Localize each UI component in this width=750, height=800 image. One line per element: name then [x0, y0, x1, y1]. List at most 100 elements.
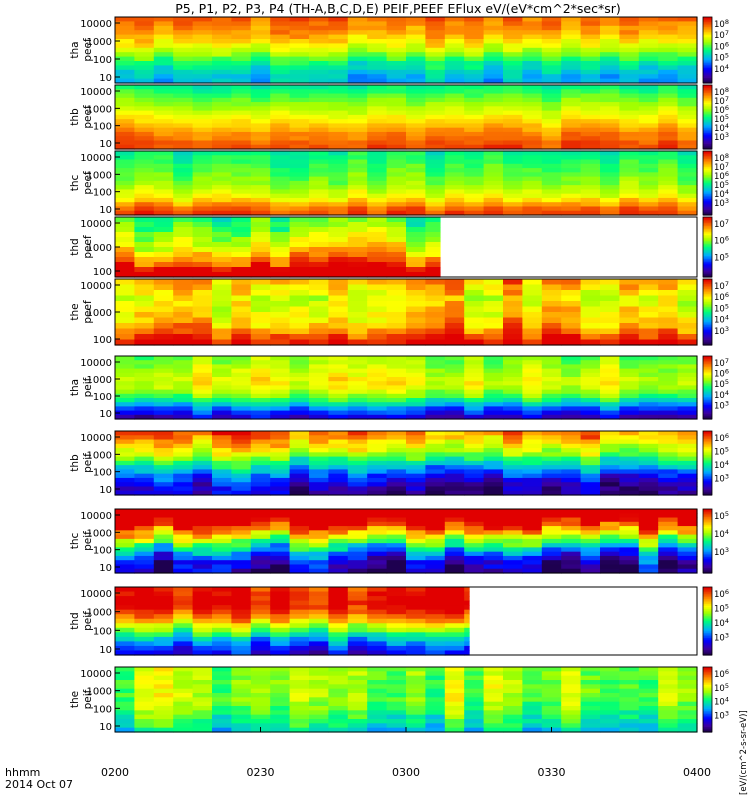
- spectrogram-cell: [677, 356, 698, 361]
- spectrogram-cell: [231, 714, 252, 720]
- spectrogram-cell: [406, 414, 426, 420]
- spectrogram-cell: [270, 714, 291, 720]
- spectrogram-cell: [658, 393, 679, 399]
- spectrogram-cell: [289, 456, 310, 462]
- spectrogram-cell: [580, 486, 601, 492]
- spectrogram-cell: [638, 727, 659, 733]
- spectrogram-cell: [173, 568, 194, 574]
- spectrogram-cell: [541, 443, 562, 449]
- spectrogram-cell: [464, 193, 485, 199]
- spectrogram-cell: [425, 189, 446, 195]
- spectrogram-cell: [212, 684, 232, 690]
- spectrogram-cell: [600, 448, 620, 453]
- spectrogram-cell: [541, 114, 562, 120]
- spectrogram-cell: [367, 257, 388, 263]
- spectrogram-cell: [406, 306, 426, 313]
- colorbar-swatch: [703, 437, 712, 440]
- spectrogram-cell: [328, 632, 349, 638]
- spectrogram-cell: [638, 34, 659, 40]
- spectrogram-cell: [173, 486, 194, 492]
- spectrogram-cell: [541, 675, 562, 681]
- spectrogram-cell: [522, 210, 543, 216]
- spectrogram-cell: [367, 680, 388, 685]
- spectrogram-cell: [444, 372, 465, 378]
- spectrogram-cell: [677, 448, 698, 453]
- spectrogram-cell: [173, 469, 194, 475]
- colorbar-swatch: [703, 696, 712, 699]
- colorbar-swatch: [703, 493, 712, 496]
- spectrogram-cell: [231, 56, 252, 62]
- spectrogram-cell: [367, 306, 388, 313]
- spectrogram-cell: [444, 168, 465, 173]
- spectrogram-cell: [250, 237, 271, 243]
- spectrogram-cell: [425, 641, 446, 647]
- spectrogram-cell: [503, 131, 523, 137]
- spectrogram-cell: [367, 632, 388, 638]
- spectrogram-cell: [115, 61, 135, 66]
- colorbar-swatch: [703, 86, 712, 89]
- spectrogram-cell: [600, 306, 620, 313]
- spectrogram-cell: [134, 406, 155, 412]
- spectrogram-cell: [541, 465, 562, 470]
- spectrogram-cell: [134, 587, 155, 593]
- spectrogram-cell: [561, 719, 582, 724]
- spectrogram-cell: [212, 671, 232, 677]
- colorbar-swatch: [703, 17, 712, 20]
- spectrogram-cell: [425, 627, 446, 633]
- spectrogram-cell: [231, 555, 252, 561]
- spectrogram-cell: [192, 543, 213, 548]
- colorbar-swatch: [703, 81, 712, 84]
- spectrogram-cell: [270, 443, 291, 449]
- spectrogram-cell: [600, 671, 620, 677]
- spectrogram-cell: [638, 680, 659, 685]
- spectrogram-cell: [677, 47, 698, 53]
- spectrogram-cell: [619, 530, 640, 536]
- spectrogram-cell: [425, 93, 446, 99]
- spectrogram-cell: [522, 52, 543, 58]
- spectrogram-cell: [270, 242, 291, 248]
- spectrogram-cell: [464, 398, 485, 403]
- spectrogram-cell: [250, 723, 271, 729]
- spectrogram-cell: [483, 334, 504, 341]
- spectrogram-cell: [600, 680, 620, 685]
- spectrogram-cell: [580, 389, 601, 395]
- spectrogram-cell: [134, 460, 155, 466]
- spectrogram-cell: [619, 43, 640, 49]
- spectrogram-cell: [347, 543, 368, 548]
- spectrogram-cell: [406, 671, 426, 677]
- spectrogram-cell: [250, 364, 271, 370]
- spectrogram-cell: [250, 295, 271, 302]
- spectrogram-cell: [541, 477, 562, 483]
- colorbar-frame: [702, 586, 713, 656]
- spectrogram-cell: [192, 89, 213, 95]
- spectrogram-cell: [347, 323, 368, 330]
- spectrogram-cell: [212, 389, 232, 395]
- spectrogram-cell: [677, 168, 698, 173]
- spectrogram-cell: [677, 197, 698, 203]
- spectrogram-cell: [386, 232, 407, 238]
- spectrogram-cell: [638, 719, 659, 724]
- spectrogram-cell: [231, 684, 252, 690]
- spectrogram-cell: [192, 650, 213, 656]
- spectrogram-cell: [677, 61, 698, 66]
- spectrogram-cell: [328, 469, 349, 475]
- spectrogram-cell: [328, 237, 349, 243]
- spectrogram-cell: [328, 431, 349, 436]
- spectrogram-cell: [503, 85, 523, 90]
- spectrogram-cell: [658, 377, 679, 382]
- colorbar-swatch: [703, 321, 712, 325]
- spectrogram-cell: [522, 435, 543, 441]
- spectrogram-cell: [134, 34, 155, 40]
- spectrogram-cell: [600, 43, 620, 49]
- spectrogram-cell: [289, 93, 310, 99]
- spectrogram-cell: [153, 477, 174, 483]
- spectrogram-cell: [270, 452, 291, 458]
- spectrogram-cell: [250, 257, 271, 263]
- spectrogram-cell: [134, 257, 155, 263]
- spectrogram-cell: [289, 237, 310, 243]
- spectrogram-cell: [677, 151, 698, 156]
- spectrogram-cell: [153, 356, 174, 361]
- spectrogram-cell: [561, 202, 582, 208]
- spectrogram-cell: [522, 555, 543, 561]
- spectrogram-cell: [231, 52, 252, 58]
